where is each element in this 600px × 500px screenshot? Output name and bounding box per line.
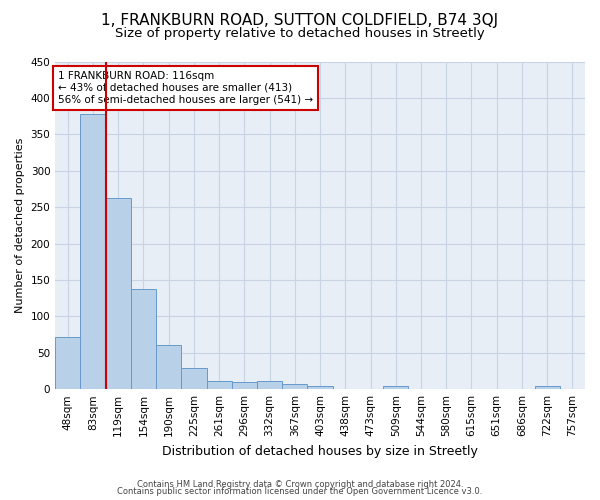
Y-axis label: Number of detached properties: Number of detached properties [15,138,25,313]
Text: Contains public sector information licensed under the Open Government Licence v3: Contains public sector information licen… [118,487,482,496]
Bar [106,198,131,389]
Bar [307,386,332,389]
Text: Size of property relative to detached houses in Streetly: Size of property relative to detached ho… [115,28,485,40]
Bar [55,337,80,389]
Text: 1, FRANKBURN ROAD, SUTTON COLDFIELD, B74 3QJ: 1, FRANKBURN ROAD, SUTTON COLDFIELD, B74… [101,12,499,28]
Bar [282,384,307,389]
Bar [80,114,106,389]
Bar [206,381,232,389]
Text: Contains HM Land Registry data © Crown copyright and database right 2024.: Contains HM Land Registry data © Crown c… [137,480,463,489]
Bar [383,386,409,389]
Bar [232,382,257,389]
Bar [257,381,282,389]
Bar [131,290,156,389]
Bar [156,346,181,389]
Text: 1 FRANKBURN ROAD: 116sqm
← 43% of detached houses are smaller (413)
56% of semi-: 1 FRANKBURN ROAD: 116sqm ← 43% of detach… [58,72,313,104]
X-axis label: Distribution of detached houses by size in Streetly: Distribution of detached houses by size … [162,444,478,458]
Bar [181,368,206,389]
Bar [535,386,560,389]
